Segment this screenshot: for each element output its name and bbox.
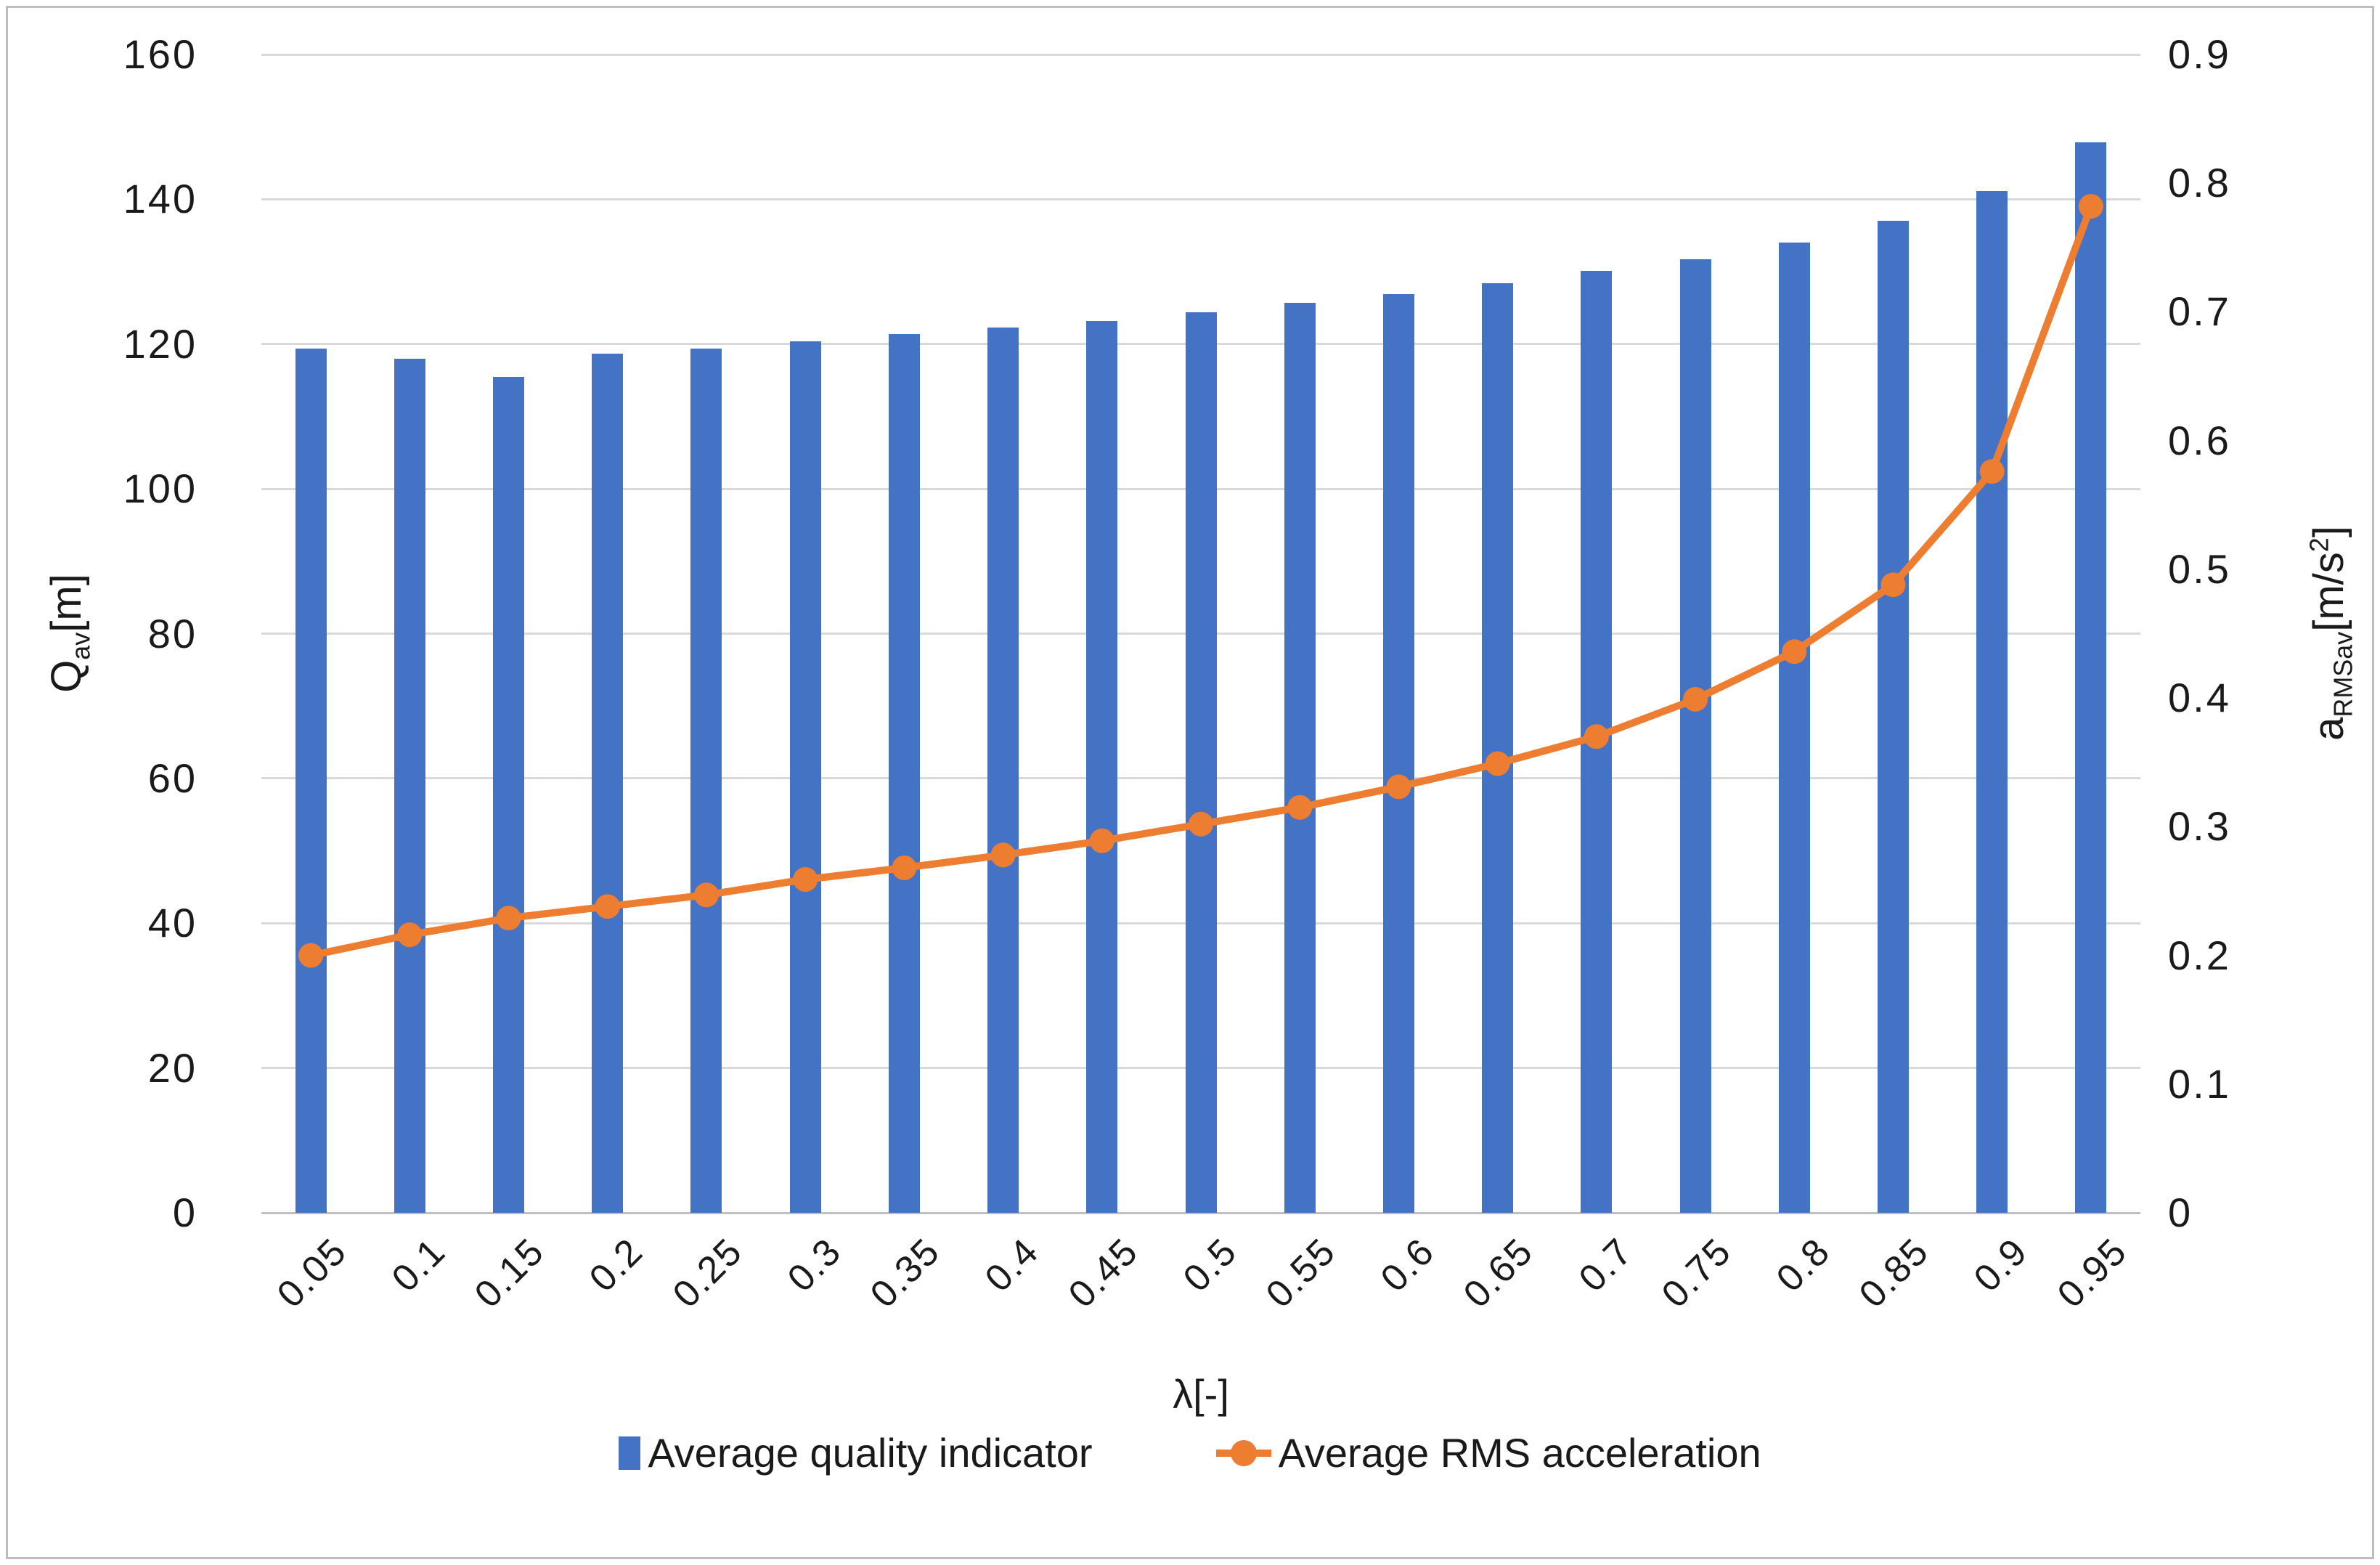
legend: Average quality indicator Average RMS ac… <box>0 1429 2380 1476</box>
bar <box>592 353 624 1213</box>
line-marker <box>892 855 917 880</box>
y-right-title-unit-pre: [m/s <box>2305 552 2352 632</box>
bar-series-swatch-icon <box>619 1436 641 1470</box>
line-marker <box>793 867 818 892</box>
line-marker <box>1485 751 1510 776</box>
line-series <box>298 194 2103 968</box>
legend-item-bar-series: Average quality indicator <box>619 1429 1093 1476</box>
x-tick-label: 0.8 <box>1768 1229 1839 1301</box>
bar <box>1778 243 1810 1213</box>
x-tick-label: 0.65 <box>1456 1229 1542 1317</box>
line-marker <box>990 842 1016 868</box>
line-marker <box>1189 811 1213 837</box>
line-marker <box>1880 572 1906 598</box>
y-right-tick-label: 0.3 <box>2168 803 2231 850</box>
y-left-tick-label: 140 <box>123 176 197 222</box>
y-left-tick-label: 120 <box>123 320 197 367</box>
bar <box>1679 259 1711 1213</box>
line-marker <box>693 882 719 908</box>
y-left-tick-label: 100 <box>123 466 197 512</box>
y-right-title-unit-post: ] <box>2305 526 2352 538</box>
x-tick-label: 0.3 <box>779 1229 850 1301</box>
line-marker <box>298 943 324 968</box>
line-marker <box>1979 459 2005 484</box>
bar <box>1482 283 1514 1213</box>
y-left-tick-label: 160 <box>123 31 197 77</box>
legend-label-line-series: Average RMS acceleration <box>1278 1430 1761 1476</box>
y-left-title-sub: av <box>65 632 96 660</box>
line-marker <box>595 894 620 919</box>
y-right-tick-label: 0 <box>2168 1190 2193 1235</box>
line-marker <box>1386 774 1411 800</box>
y-left-tick-label: 20 <box>147 1044 197 1091</box>
x-tick-label: 0.7 <box>1570 1229 1641 1301</box>
x-tick-label: 0.5 <box>1175 1229 1245 1301</box>
bar <box>690 348 722 1213</box>
y-axis-right-title: aRMSav[m/s2] <box>2304 526 2358 741</box>
y-left-title-base: Q <box>43 659 90 693</box>
bar <box>1284 302 1316 1213</box>
x-axis-title: λ[-] <box>1173 1371 1229 1417</box>
line-marker <box>397 922 423 948</box>
y-left-tick-label: 0 <box>172 1190 197 1235</box>
y-right-tick-label: 0.9 <box>2168 31 2231 77</box>
line-marker <box>1089 828 1114 853</box>
bar <box>1976 191 2008 1213</box>
bar <box>295 348 327 1213</box>
y-left-tick-label: 40 <box>147 900 197 946</box>
line-path <box>310 205 2095 959</box>
bar <box>1185 312 1217 1213</box>
x-tick-label: 0.55 <box>1258 1229 1345 1317</box>
line-marker <box>2078 194 2103 219</box>
bar <box>1877 221 1909 1213</box>
y-right-title-sub: RMSav <box>2328 631 2358 718</box>
y-left-title-unit: [m] <box>43 574 90 633</box>
y-left-tick-label: 60 <box>147 755 197 801</box>
x-tick-label: 0.2 <box>582 1229 652 1301</box>
x-tick-label: 0.25 <box>664 1229 751 1317</box>
y-right-tick-label: 0.4 <box>2168 675 2231 721</box>
gridline <box>261 53 2140 56</box>
line-marker <box>1584 724 1609 749</box>
line-marker <box>1287 794 1313 820</box>
y-right-tick-label: 0.7 <box>2168 288 2231 335</box>
bar <box>2075 142 2107 1213</box>
gridline <box>261 198 2140 200</box>
x-tick-label: 0.15 <box>467 1229 553 1317</box>
line-marker <box>496 906 521 931</box>
y-left-tick-label: 80 <box>147 610 197 657</box>
bar <box>789 341 821 1213</box>
y-right-tick-label: 0.2 <box>2168 932 2231 978</box>
legend-item-line-series: Average RMS acceleration <box>1215 1429 1761 1476</box>
line-series-marker-icon <box>1215 1436 1271 1470</box>
y-right-tick-label: 0.1 <box>2168 1060 2231 1107</box>
y-axis-left-title: Qav[m] <box>43 574 96 693</box>
x-tick-label: 0.35 <box>863 1229 949 1317</box>
line-marker <box>1683 686 1708 712</box>
bar <box>987 327 1019 1213</box>
x-tick-label: 0.9 <box>1966 1229 2037 1301</box>
x-tick-label: 0.75 <box>1653 1229 1740 1317</box>
bar <box>394 358 425 1213</box>
legend-label-bar-series: Average quality indicator <box>648 1430 1093 1476</box>
y-right-tick-label: 0.6 <box>2168 417 2231 463</box>
y-right-title-base: a <box>2305 717 2352 741</box>
y-right-tick-label: 0.5 <box>2168 545 2231 592</box>
x-tick-label: 0.05 <box>269 1229 356 1317</box>
bar <box>1382 293 1414 1213</box>
x-tick-label: 0.85 <box>1851 1229 1938 1317</box>
x-axis-line <box>261 1211 2140 1214</box>
bar <box>1086 320 1118 1213</box>
x-tick-label: 0.45 <box>1060 1229 1146 1317</box>
x-tick-label: 0.95 <box>2049 1229 2135 1317</box>
x-tick-label: 0.6 <box>1372 1229 1443 1301</box>
x-tick-label: 0.1 <box>383 1229 455 1301</box>
y-right-tick-label: 0.8 <box>2168 160 2231 206</box>
bar <box>888 333 920 1213</box>
x-tick-label: 0.4 <box>977 1229 1048 1301</box>
line-marker <box>1782 639 1807 664</box>
bar <box>493 376 525 1213</box>
y-right-title-sup: 2 <box>2304 537 2334 553</box>
